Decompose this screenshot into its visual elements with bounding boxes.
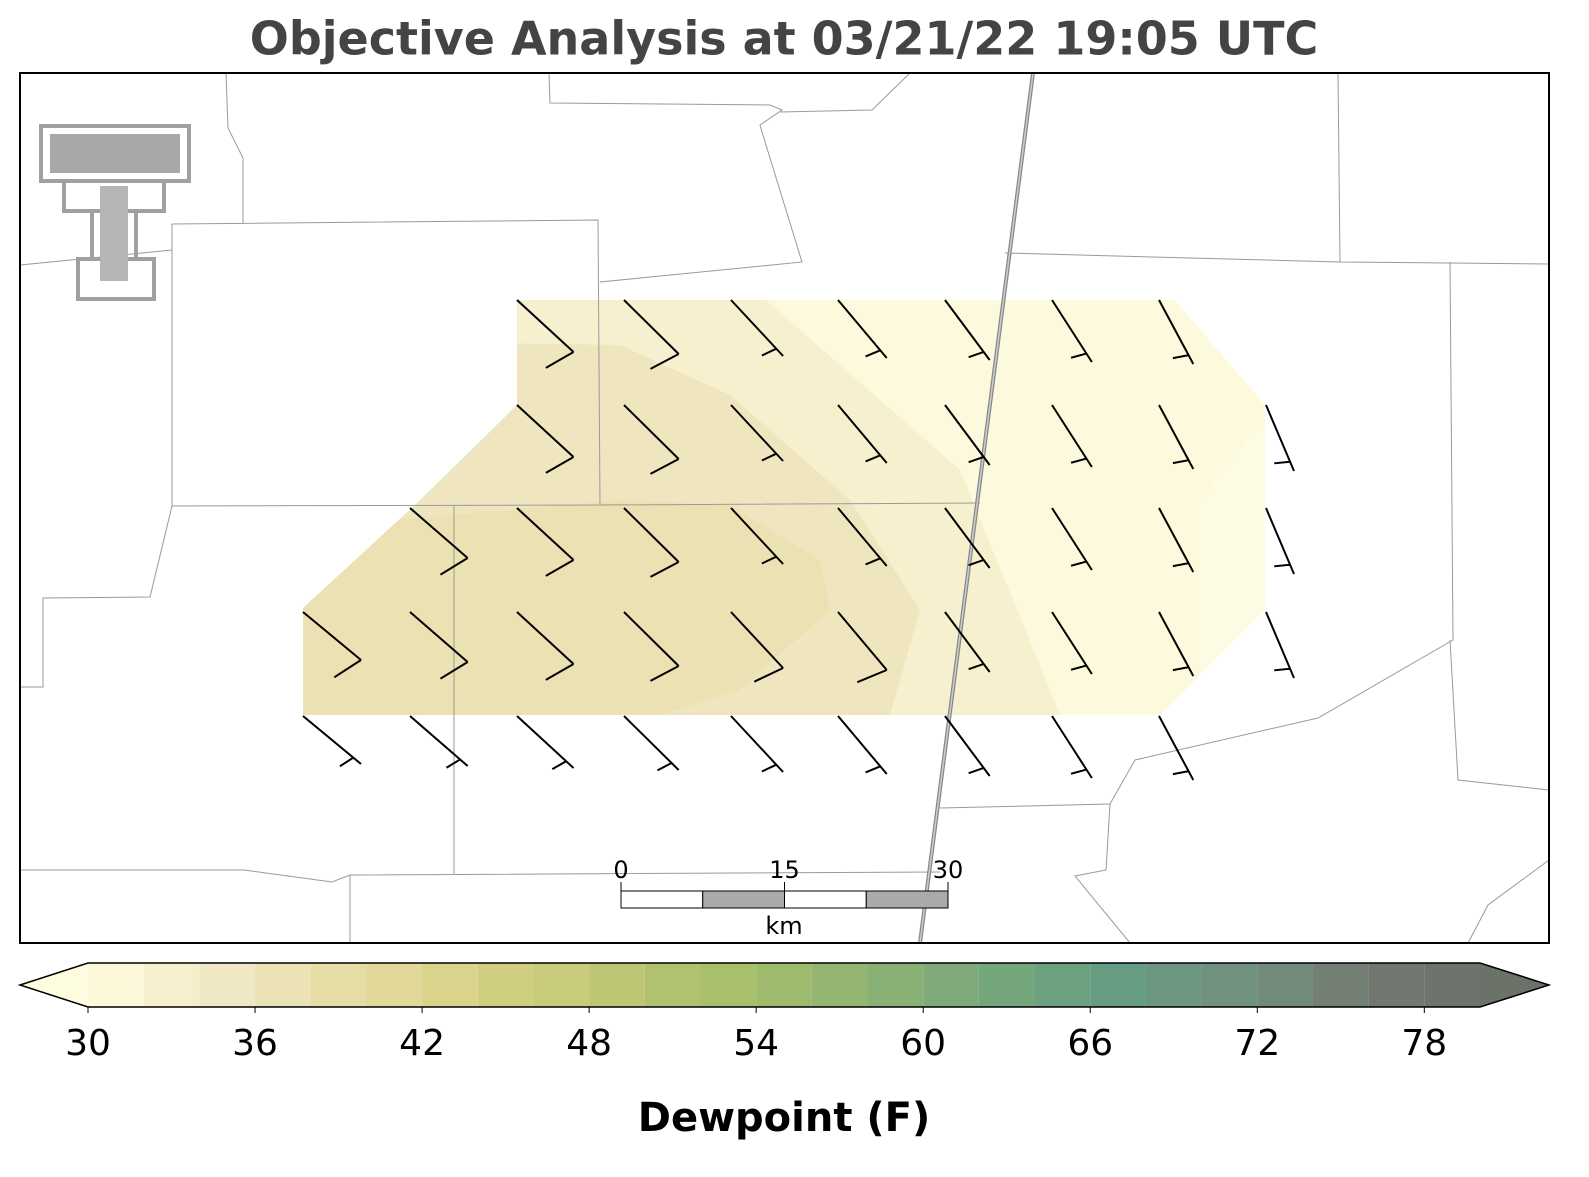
wind-barb [1158, 715, 1195, 781]
wind-barb [516, 611, 575, 681]
wind-barb [516, 715, 575, 771]
wind-barb [944, 507, 991, 569]
colorbar-over [1480, 963, 1549, 1007]
wind-barb [1158, 299, 1195, 365]
scale-bar: km 0 15 30 [613, 856, 963, 940]
colorbar-under [20, 963, 88, 1007]
colorbar-bin [143, 963, 200, 1007]
wind-barb [409, 507, 469, 576]
wind-barb [837, 507, 888, 567]
wind-barb [730, 611, 784, 683]
colorbar-bin [811, 963, 868, 1007]
colorbar-tick-label: 78 [1401, 1023, 1447, 1064]
wind-barb [1158, 404, 1195, 470]
colorbar-bin [756, 963, 812, 1007]
analysis-field [303, 300, 1265, 715]
title: Objective Analysis at 03/21/22 19:05 UTC [250, 12, 1319, 66]
colorbar-tick-label: 66 [1067, 1023, 1113, 1064]
colorbar-bin [1257, 963, 1313, 1007]
scale-tick-label: 0 [613, 856, 628, 884]
scale-segment [865, 890, 949, 909]
colorbar: Dewpoint (F) 30 36 42 48 54 60 66 72 78 [17, 962, 1552, 1141]
scale-segment [620, 890, 704, 909]
wind-barb [1158, 507, 1195, 573]
scale-segment [784, 890, 867, 909]
map-frame [19, 72, 1550, 944]
wind-barb [944, 715, 991, 777]
wind-barb [1051, 715, 1093, 779]
colorbar-bin [199, 963, 256, 1007]
wind-barb [623, 507, 680, 578]
scale-tick-label: 30 [933, 856, 964, 884]
colorbar-bin [867, 963, 924, 1007]
colorbar-bin [88, 963, 144, 1007]
wind-barb [1051, 507, 1093, 571]
wind-barb [516, 507, 575, 577]
wind-barb [730, 715, 784, 773]
colorbar-bin [533, 963, 590, 1007]
colorbar-bin [700, 963, 757, 1007]
wind-barb [623, 715, 680, 772]
wind-barb [730, 507, 784, 565]
wind-barbs [302, 299, 1295, 781]
wind-barb [730, 299, 784, 357]
wind-barb [623, 404, 680, 475]
colorbar-bin [310, 963, 367, 1007]
logo [39, 124, 191, 301]
wind-barb [944, 299, 991, 361]
colorbar-bin [422, 963, 478, 1007]
wind-barb [1265, 404, 1295, 472]
wind-barb [302, 611, 362, 679]
wind-barb [1051, 299, 1093, 363]
wind-barb [837, 715, 888, 775]
wind-barb [516, 404, 575, 474]
wind-barb [1265, 507, 1295, 575]
wind-barb [944, 404, 991, 466]
wind-barb [1051, 611, 1093, 675]
wind-barb [1051, 404, 1093, 468]
wind-barb [837, 611, 888, 684]
colorbar-bin [1090, 963, 1146, 1007]
wind-barb [302, 715, 362, 768]
colorbar-tick-label: 54 [733, 1023, 779, 1064]
colorbar-bin [1368, 963, 1425, 1007]
scale-unit: km [765, 912, 802, 940]
wind-barb [730, 404, 784, 462]
colorbar-bin [1201, 963, 1258, 1007]
wind-barb [623, 611, 680, 682]
wind-barb [623, 299, 680, 370]
colorbar-bin [589, 963, 645, 1007]
scale-segment [702, 890, 785, 909]
colorbar-tick-label: 60 [900, 1023, 946, 1064]
colorbar-tick-label: 48 [566, 1023, 612, 1064]
colorbar-tick-label: 72 [1234, 1023, 1280, 1064]
colorbar-bin [477, 963, 534, 1007]
wind-barb [1158, 611, 1195, 677]
colorbar-tick-label: 42 [399, 1023, 445, 1064]
colorbar-bin [1424, 963, 1480, 1007]
wind-barb [409, 611, 469, 680]
colorbar-bin [923, 963, 979, 1007]
wind-barb [409, 715, 469, 769]
colorbar-bin [366, 963, 423, 1007]
colorbar-bin [1034, 963, 1091, 1007]
colorbar-tick-label: 36 [232, 1023, 278, 1064]
map [20, 73, 1549, 943]
colorbar-bin [644, 963, 701, 1007]
scale-tick-label: 15 [769, 856, 800, 884]
wind-barb [837, 404, 888, 464]
colorbar-bin [1145, 963, 1202, 1007]
colorbar-label: Dewpoint (F) [638, 1095, 931, 1141]
colorbar-bin [255, 963, 311, 1007]
wind-barb [516, 299, 575, 369]
colorbar-bin [978, 963, 1035, 1007]
wind-barb [837, 299, 888, 359]
colorbar-bin [1312, 963, 1369, 1007]
colorbar-tick-label: 30 [65, 1023, 111, 1064]
wind-barb [944, 611, 991, 673]
wind-barb [1265, 611, 1295, 679]
